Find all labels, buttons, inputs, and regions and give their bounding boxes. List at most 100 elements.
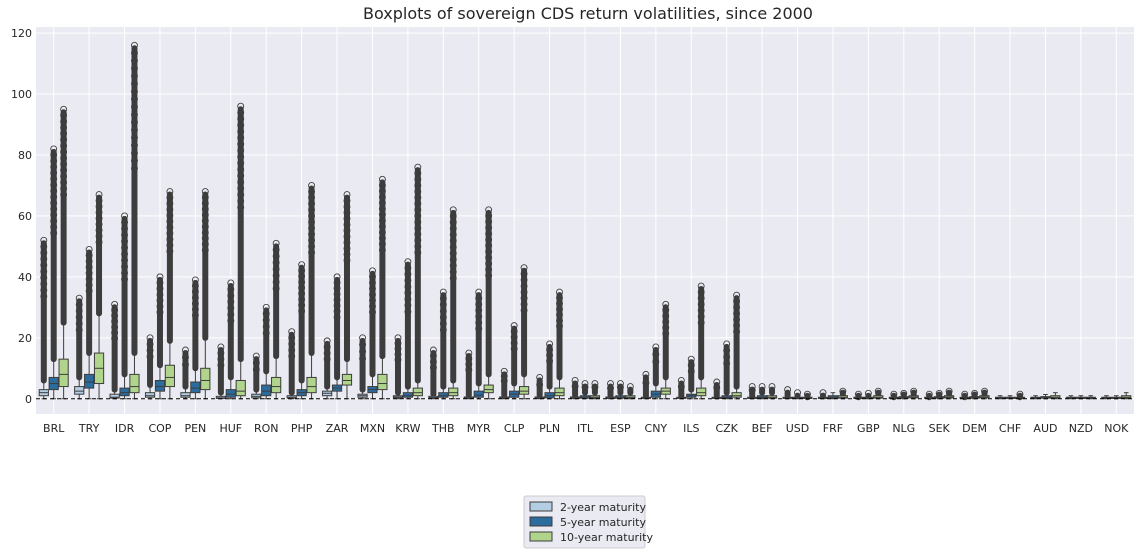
box-ILS-5-year-maturity	[686, 355, 697, 400]
flier-point	[591, 383, 599, 391]
flier-point	[520, 264, 528, 272]
iqr-box	[696, 387, 707, 397]
flier-point	[723, 346, 731, 354]
flier-point	[252, 366, 260, 373]
box-CNY-10-year-maturity	[660, 300, 671, 400]
box-PLN-2-year-maturity	[534, 373, 545, 400]
x-tick-label: MYR	[467, 422, 491, 435]
flier-point	[652, 350, 660, 358]
flier-point	[662, 300, 670, 308]
box-THB-10-year-maturity	[448, 206, 459, 400]
flier-point	[500, 372, 508, 380]
box-GBP-10-year-maturity	[873, 387, 884, 400]
x-tick-label: ESP	[610, 422, 631, 435]
flier-point	[131, 134, 138, 142]
flier-point	[536, 381, 544, 388]
box-CNY-5-year-maturity	[650, 343, 661, 400]
flier-point	[359, 334, 367, 342]
iqr-box	[448, 387, 459, 397]
iqr-box	[180, 392, 191, 398]
box-KRW-5-year-maturity	[402, 258, 414, 400]
box-ILS-10-year-maturity	[696, 282, 707, 400]
flier-point	[85, 245, 93, 253]
flier-point	[131, 57, 138, 65]
y-tick-label: 40	[18, 271, 32, 284]
flier-point	[394, 345, 402, 353]
iqr-box	[438, 392, 449, 398]
flier-point	[394, 356, 402, 364]
flier-point	[607, 380, 614, 387]
flier-point	[607, 384, 614, 392]
y-tick-label: 60	[18, 210, 32, 223]
legend: 2-year maturity 5-year maturity 10-year ma…	[523, 495, 653, 549]
box-NZD-10-year-maturity	[1085, 395, 1096, 400]
flier-point	[784, 386, 792, 394]
box-CLP-2-year-maturity	[499, 367, 510, 400]
box-BRL-2-year-maturity	[38, 236, 49, 400]
flier-point	[131, 72, 138, 80]
box-NOK-10-year-maturity	[1121, 392, 1132, 400]
flier-point	[156, 273, 164, 281]
x-tick-label: THB	[431, 422, 455, 435]
x-tick-label: DEM	[962, 422, 987, 435]
flier-point	[394, 339, 402, 347]
flier-point	[343, 191, 351, 199]
flier-point	[404, 258, 412, 266]
y-axis-ticks: 0 20 40 60 80 100 120	[11, 27, 32, 406]
x-tick-label: PHP	[291, 422, 313, 435]
chart-title: Boxplots of sovereign CDS return volatil…	[363, 4, 813, 23]
box-NOK-2-year-maturity	[1101, 395, 1112, 400]
box-ITL-5-year-maturity	[579, 380, 591, 400]
flier-point	[131, 49, 138, 57]
x-tick-label: AUD	[1033, 422, 1057, 435]
flier-point	[40, 236, 48, 244]
flier-point	[323, 337, 331, 345]
flier-point	[359, 341, 367, 349]
x-tick-label: CHF	[999, 422, 1021, 435]
iqr-box	[306, 376, 317, 394]
legend-label: 2-year maturity	[560, 501, 646, 514]
flier-point	[500, 367, 508, 375]
box-NZD-2-year-maturity	[1065, 395, 1077, 400]
flier-point	[131, 41, 138, 49]
iqr-box	[190, 381, 201, 394]
flier-point	[131, 87, 138, 95]
iqr-box	[402, 392, 414, 398]
box-ITL-10-year-maturity	[589, 380, 601, 400]
iqr-box	[58, 358, 69, 388]
flier-point	[758, 383, 766, 391]
box-CZK-5-year-maturity	[721, 340, 732, 400]
iqr-box	[235, 379, 246, 397]
box-DEM-2-year-maturity	[959, 390, 970, 401]
box-PHP-2-year-maturity	[286, 328, 297, 400]
iqr-box	[74, 386, 85, 395]
flier-point	[369, 267, 376, 275]
iqr-box	[483, 384, 494, 394]
x-tick-label: RON	[254, 422, 279, 435]
flier-point	[581, 380, 589, 387]
x-tick-label: BEF	[752, 422, 773, 435]
box-PLN-10-year-maturity	[554, 288, 565, 400]
flier-point	[723, 353, 731, 361]
iqr-box	[225, 389, 236, 398]
flier-point	[308, 182, 316, 189]
box-PEN-10-year-maturity	[200, 188, 211, 400]
flier-point	[748, 386, 756, 394]
x-tick-label: BRL	[43, 422, 65, 435]
box-RON-10-year-maturity	[271, 239, 282, 400]
iqr-box	[144, 392, 156, 398]
iqr-box	[554, 387, 565, 397]
x-tick-label: COP	[148, 422, 171, 435]
flier-point	[131, 141, 138, 149]
box-MXN-2-year-maturity	[357, 334, 368, 400]
flier-point	[652, 358, 660, 366]
box-SEK-5-year-maturity	[934, 389, 945, 400]
box-THB-5-year-maturity	[438, 288, 449, 400]
iqr-box	[412, 387, 423, 397]
y-tick-label: 120	[11, 27, 32, 40]
flier-point	[131, 103, 138, 111]
flier-point	[697, 282, 705, 290]
box-COP-10-year-maturity	[164, 188, 175, 400]
flier-point	[121, 212, 128, 220]
